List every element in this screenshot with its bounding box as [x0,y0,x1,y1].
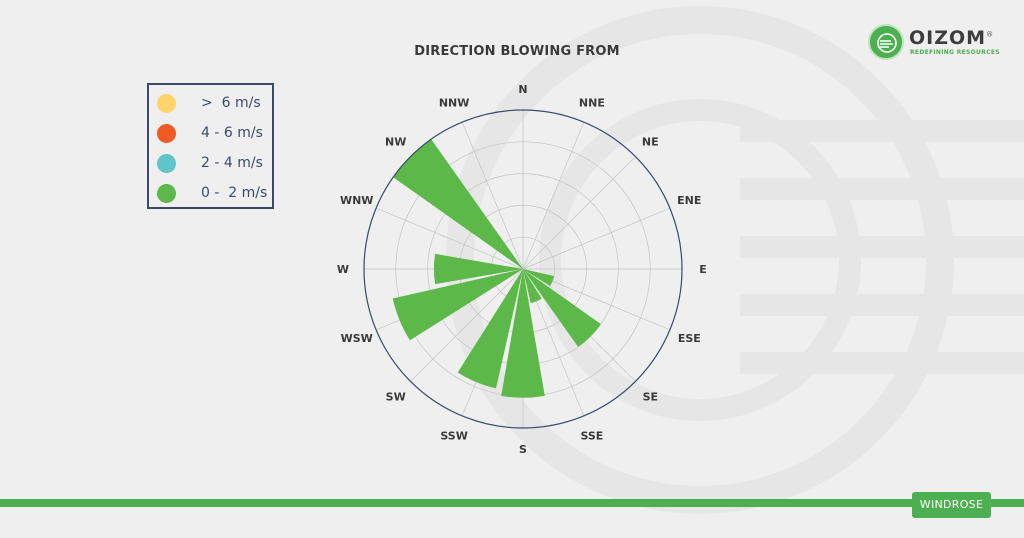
legend-item: 4 - 6 m/s [157,122,272,146]
grid-spoke [461,121,524,270]
legend-label: 4 - 6 m/s [201,125,263,141]
direction-label-wsw: WSW [341,332,373,345]
logo-tagline: REDEFINING RESOURCES [910,49,1000,56]
direction-label-nnw: NNW [439,97,470,110]
logo-mark-icon [868,24,904,60]
petal-nw [393,139,523,269]
legend-label: 0 - 2 m/s [201,185,268,201]
petal-wsw [392,269,523,341]
grid-spoke [522,121,585,270]
grid-spoke [410,268,524,382]
direction-label-wnw: WNW [340,194,373,207]
petal-ese [523,269,554,286]
direction-label-ese: ESE [678,332,701,345]
outer-ring [363,109,683,429]
direction-label-sw: SW [386,390,406,403]
direction-label-n: N [518,83,527,96]
petal-w [433,253,523,285]
logo-name: OIZOM® [909,27,995,49]
petal-sse [523,269,542,304]
legend-swatch [157,124,176,143]
bottom-divider [0,499,1024,507]
petal-ssw [457,269,523,389]
legend-label: 2 - 4 m/s [201,155,263,171]
direction-label-ssw: SSW [440,429,467,442]
direction-label-nne: NNE [579,97,605,110]
grid-spoke [522,207,671,270]
legend-item: > 6 m/s [157,92,272,116]
legend-label: > 6 m/s [201,95,261,111]
petal-s [501,269,545,398]
grid-spoke [375,207,524,270]
grid-spoke [522,156,636,270]
direction-label-s: S [519,443,527,456]
windrose-badge: WINDROSE [912,492,991,518]
direction-label-ne: NE [642,136,659,149]
direction-label-w: W [337,263,349,276]
direction-label-se: SE [643,390,658,403]
legend-item: 0 - 2 m/s [157,182,272,206]
direction-label-sse: SSE [580,429,603,442]
chart-title: DIRECTION BLOWING FROM [414,44,620,59]
direction-label-e: E [699,263,707,276]
direction-label-nw: NW [385,136,406,149]
legend-swatch [157,94,176,113]
speed-legend: > 6 m/s 4 - 6 m/s 2 - 4 m/s 0 - 2 m/s [147,83,274,209]
legend-item: 2 - 4 m/s [157,152,272,176]
petal-se [523,269,601,347]
legend-swatch [157,154,176,173]
direction-label-ene: ENE [677,194,701,207]
legend-swatch [157,184,176,203]
